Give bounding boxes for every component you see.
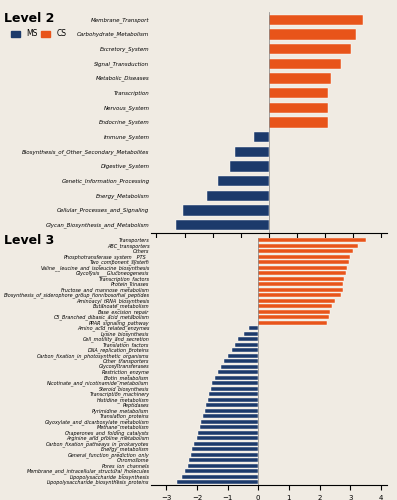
- Bar: [258, 255, 350, 258]
- Bar: [215, 376, 258, 380]
- Bar: [258, 282, 343, 286]
- Bar: [269, 14, 363, 25]
- Bar: [208, 398, 258, 402]
- Bar: [238, 338, 258, 341]
- Bar: [198, 431, 258, 434]
- Bar: [235, 343, 258, 346]
- Bar: [249, 326, 258, 330]
- Text: Level 2: Level 2: [4, 12, 54, 26]
- Bar: [269, 29, 356, 40]
- Bar: [258, 260, 349, 264]
- Bar: [218, 370, 258, 374]
- Bar: [258, 294, 341, 297]
- Bar: [258, 244, 358, 248]
- Bar: [202, 420, 258, 424]
- Legend: MS, CS: MS, CS: [8, 26, 69, 42]
- Bar: [258, 316, 329, 319]
- Bar: [185, 470, 258, 473]
- Bar: [227, 354, 258, 358]
- Bar: [258, 299, 335, 302]
- Bar: [258, 272, 346, 275]
- Bar: [269, 117, 328, 128]
- Bar: [204, 409, 258, 412]
- X-axis label: LDA SCORE (log 10): LDA SCORE (log 10): [231, 251, 307, 260]
- Bar: [177, 480, 258, 484]
- Bar: [258, 277, 344, 280]
- Bar: [181, 475, 258, 478]
- Bar: [206, 404, 258, 407]
- Bar: [218, 176, 269, 186]
- Bar: [269, 88, 328, 99]
- Bar: [194, 442, 258, 446]
- Bar: [258, 321, 327, 324]
- Bar: [258, 266, 347, 270]
- Bar: [191, 453, 258, 456]
- Bar: [176, 220, 269, 230]
- Bar: [235, 146, 269, 157]
- Bar: [269, 102, 328, 113]
- Bar: [183, 205, 269, 216]
- Bar: [224, 360, 258, 363]
- Bar: [232, 348, 258, 352]
- Bar: [222, 365, 258, 368]
- Bar: [269, 44, 351, 54]
- Bar: [258, 238, 366, 242]
- Bar: [245, 332, 258, 336]
- Bar: [258, 310, 330, 314]
- Bar: [269, 73, 331, 84]
- Bar: [203, 414, 258, 418]
- Bar: [188, 464, 258, 468]
- Bar: [192, 448, 258, 451]
- Bar: [209, 392, 258, 396]
- Bar: [197, 436, 258, 440]
- Bar: [254, 132, 269, 142]
- Bar: [211, 387, 258, 390]
- Text: Level 3: Level 3: [4, 234, 54, 247]
- Bar: [212, 382, 258, 385]
- Bar: [258, 304, 332, 308]
- Bar: [200, 426, 258, 429]
- Bar: [258, 288, 343, 292]
- Bar: [269, 58, 341, 69]
- Bar: [258, 250, 353, 253]
- Bar: [229, 161, 269, 172]
- Bar: [189, 458, 258, 462]
- Bar: [207, 190, 269, 201]
